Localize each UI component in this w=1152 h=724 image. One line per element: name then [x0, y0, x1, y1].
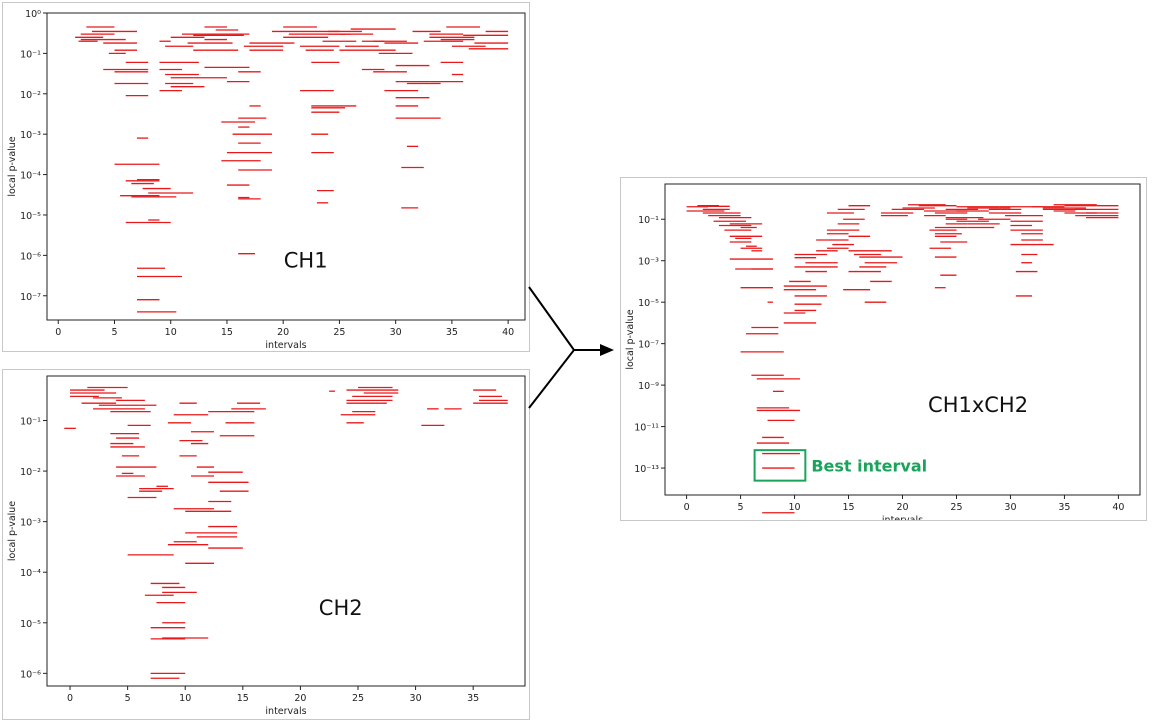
ch2-chart: 0 5 10 15 20 25 30 35 10⁻⁶ 10⁻⁵ 10⁻⁴ 10⁻³ 10⁻² 10⁻¹ in…: [7, 375, 526, 717]
x-tick-label: 10: [788, 502, 800, 513]
y-tick-label: 10⁻⁶: [20, 251, 41, 262]
y-tick-label: 10⁻¹: [20, 49, 41, 60]
best-interval-label: Best interval: [811, 456, 927, 475]
x-axis-label: intervals: [265, 340, 306, 351]
y-tick-label: 10⁻¹: [638, 215, 659, 226]
best-interval-box: [753, 449, 807, 482]
y-tick-label: 10⁻¹³: [634, 464, 659, 475]
x-tick-label: 5: [738, 502, 744, 513]
panel-title: CH2: [319, 596, 363, 620]
ch1-chart: 0 5 10 15 20 25 30 35 40 10⁻⁷ 10⁻⁶ 10⁻⁵ 10⁻⁴ 10⁻³ 10⁻²…: [7, 9, 526, 351]
y-tick-label: 10⁻⁵: [20, 619, 41, 630]
arrow-head-icon: [600, 344, 614, 356]
ch1-panel: 0 5 10 15 20 25 30 35 40 10⁻⁷ 10⁻⁶ 10⁻⁵ 10⁻⁴ 10⁻³ 10⁻²…: [2, 2, 530, 352]
x-tick-label: 0: [67, 693, 73, 704]
x-tick-label: 25: [333, 327, 345, 338]
y-tick-label: 10⁻³: [638, 257, 659, 268]
plot-frame: [46, 375, 526, 687]
x-tick-label: 0: [55, 327, 61, 338]
x-tick-label: 5: [111, 327, 117, 338]
x-tick-label: 15: [237, 693, 249, 704]
y-tick-label: 10⁻²: [20, 467, 41, 478]
x-tick-label: 10: [179, 693, 191, 704]
x-tick-label: 40: [1112, 502, 1124, 513]
y-tick-label: 10⁻⁹: [638, 381, 659, 392]
y-tick-label: 10⁻⁶: [20, 669, 41, 680]
x-tick-label: 20: [896, 502, 908, 513]
y-tick-label: 10⁻²: [20, 90, 41, 101]
y-tick-label: 10⁻⁵: [20, 211, 41, 222]
y-tick-label: 10⁻⁷: [20, 292, 41, 303]
y-tick-label: 10⁰: [25, 9, 41, 20]
panel-title: CH1xCH2: [928, 393, 1028, 417]
y-tick-label: 10⁻⁷: [638, 340, 659, 351]
x-tick-label: 0: [684, 502, 690, 513]
y-tick-label: 10⁻¹¹: [634, 423, 659, 434]
y-tick-label: 10⁻⁴: [20, 171, 41, 182]
x-tick-label: 25: [352, 693, 364, 704]
x-axis-label: intervals: [265, 706, 306, 717]
ch1xch2-chart: 0 5 10 15 20 25 30 35 40 10⁻¹³ 10⁻¹¹ 10⁻⁹ 10⁻⁷ 10⁻⁵ 10…: [625, 183, 1141, 526]
interval-series: [64, 386, 508, 679]
y-axis-label: local p-value: [7, 501, 18, 561]
y-tick-label: 10⁻¹: [20, 417, 41, 428]
ch2-panel: 0 5 10 15 20 25 30 35 10⁻⁶ 10⁻⁵ 10⁻⁴ 10⁻³ 10⁻² 10⁻¹ in…: [2, 369, 530, 720]
x-tick-label: 35: [1058, 502, 1070, 513]
y-axis-label: local p-value: [7, 136, 18, 196]
x-tick-label: 30: [1004, 502, 1016, 513]
x-tick-label: 20: [294, 693, 306, 704]
y-tick-label: 10⁻³: [20, 130, 41, 141]
x-tick-label: 25: [950, 502, 962, 513]
x-tick-label: 35: [467, 693, 479, 704]
x-tick-label: 30: [410, 693, 422, 704]
y-axis-label: local p-value: [625, 309, 636, 369]
interval-series: [686, 204, 1119, 514]
y-tick-label: 10⁻⁵: [638, 298, 659, 309]
x-tick-label: 20: [277, 327, 289, 338]
x-tick-label: 5: [125, 693, 131, 704]
x-tick-label: 35: [446, 327, 458, 338]
x-tick-label: 15: [221, 327, 233, 338]
panel-title: CH1: [284, 248, 328, 272]
y-tick-label: 10⁻⁴: [20, 568, 41, 579]
x-tick-label: 15: [842, 502, 854, 513]
x-tick-label: 10: [165, 327, 177, 338]
x-tick-label: 40: [502, 327, 514, 338]
merge-lines: [528, 286, 576, 409]
interval-series: [75, 26, 509, 313]
plot-frame: [46, 12, 526, 321]
ch1xch2-panel: 0 5 10 15 20 25 30 35 40 10⁻¹³ 10⁻¹¹ 10⁻⁹ 10⁻⁷ 10⁻⁵ 10…: [620, 177, 1147, 526]
y-tick-label: 10⁻³: [20, 518, 41, 529]
x-tick-label: 30: [390, 327, 402, 338]
